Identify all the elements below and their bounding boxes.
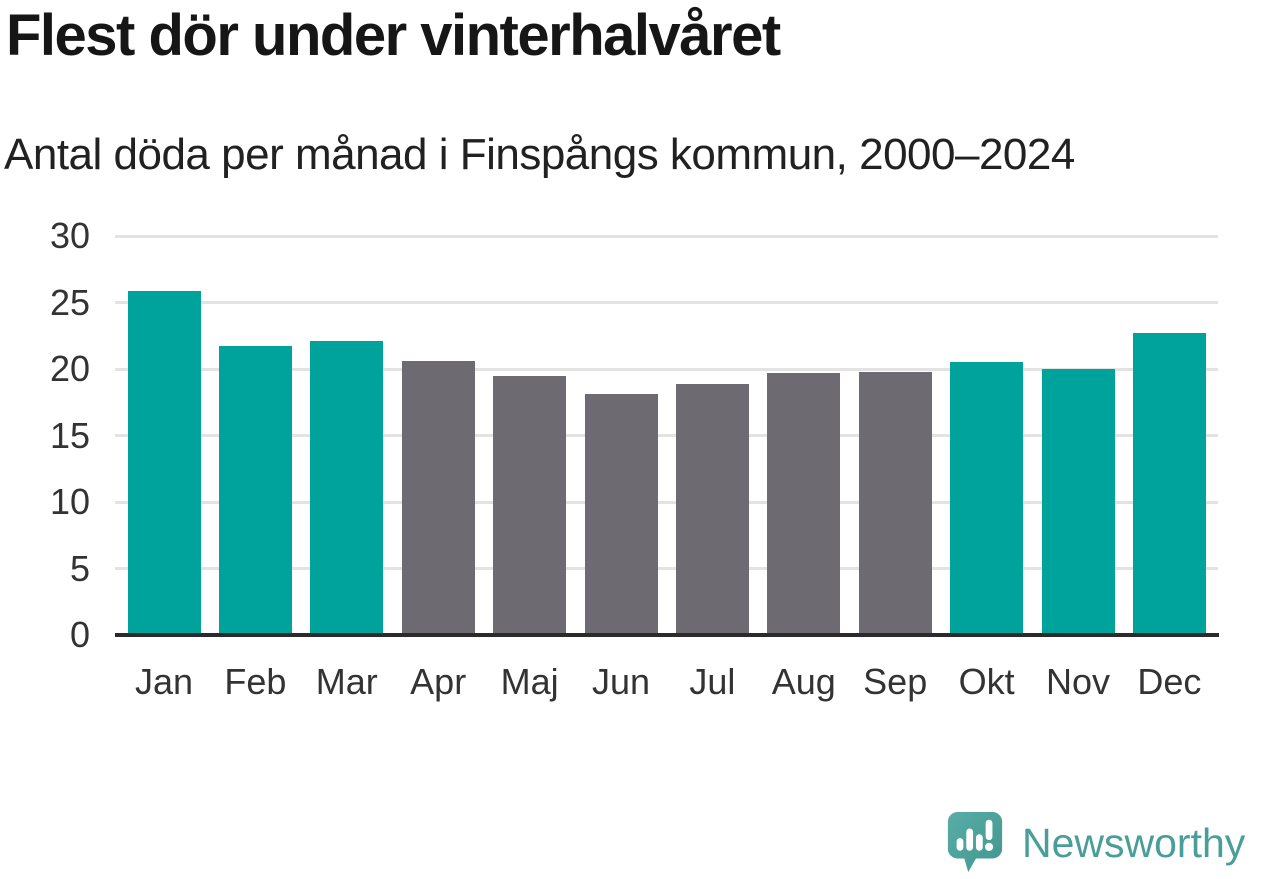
x-axis-label-apr: Apr bbox=[410, 661, 467, 702]
gridline-5 bbox=[115, 567, 1218, 570]
bar-okt bbox=[950, 362, 1024, 635]
y-axis-tick-10: 10 bbox=[49, 481, 90, 522]
bar-maj bbox=[493, 375, 567, 635]
x-axis-label-jan: Jan bbox=[134, 661, 194, 702]
gridline-20 bbox=[115, 367, 1218, 371]
y-axis-tick-30: 30 bbox=[49, 215, 90, 256]
y-axis-tick-5: 5 bbox=[69, 547, 90, 589]
bar-dec bbox=[1132, 333, 1206, 635]
bar-jan bbox=[127, 290, 201, 635]
gridline-30 bbox=[115, 234, 1218, 238]
bar-mar bbox=[310, 341, 384, 635]
x-axis-label-jul: Jul bbox=[689, 661, 736, 702]
newsworthy-logo: Newsworthy bbox=[944, 810, 1245, 876]
x-axis-line bbox=[115, 633, 1219, 637]
x-axis-label-mar: Mar bbox=[315, 661, 378, 702]
y-axis-tick-25: 25 bbox=[49, 281, 90, 323]
x-axis-label-nov: Nov bbox=[1045, 661, 1111, 702]
bar-apr bbox=[401, 361, 475, 635]
x-axis-label-jun: Jun bbox=[591, 661, 651, 702]
brand-name: Newsworthy bbox=[1022, 820, 1246, 866]
page-subtitle: Antal döda per månad i Finspångs kommun,… bbox=[4, 130, 1075, 179]
bar-aug bbox=[767, 372, 841, 635]
x-axis-label-sep: Sep bbox=[863, 661, 928, 702]
bar-jul bbox=[675, 383, 749, 635]
gridline-25 bbox=[115, 301, 1218, 304]
x-axis-label-dec: Dec bbox=[1137, 661, 1202, 702]
y-axis-tick-15: 15 bbox=[49, 414, 90, 456]
y-axis-tick-20: 20 bbox=[49, 348, 90, 389]
gridline-15 bbox=[115, 434, 1218, 437]
x-axis-label-okt: Okt bbox=[958, 661, 1015, 702]
page-title: Flest dör under vinterhalvåret bbox=[6, 3, 781, 68]
x-axis-label-aug: Aug bbox=[771, 661, 836, 702]
y-axis-tick-0: 0 bbox=[69, 614, 90, 655]
bar-feb bbox=[218, 346, 292, 635]
newsworthy-logo-icon bbox=[947, 812, 1003, 873]
bar-jun bbox=[584, 394, 658, 635]
x-axis-label-feb: Feb bbox=[224, 661, 287, 702]
bar-nov bbox=[1041, 369, 1115, 635]
bar-sep bbox=[858, 371, 932, 635]
x-axis-label-maj: Maj bbox=[500, 661, 559, 702]
gridline-10 bbox=[115, 500, 1218, 504]
